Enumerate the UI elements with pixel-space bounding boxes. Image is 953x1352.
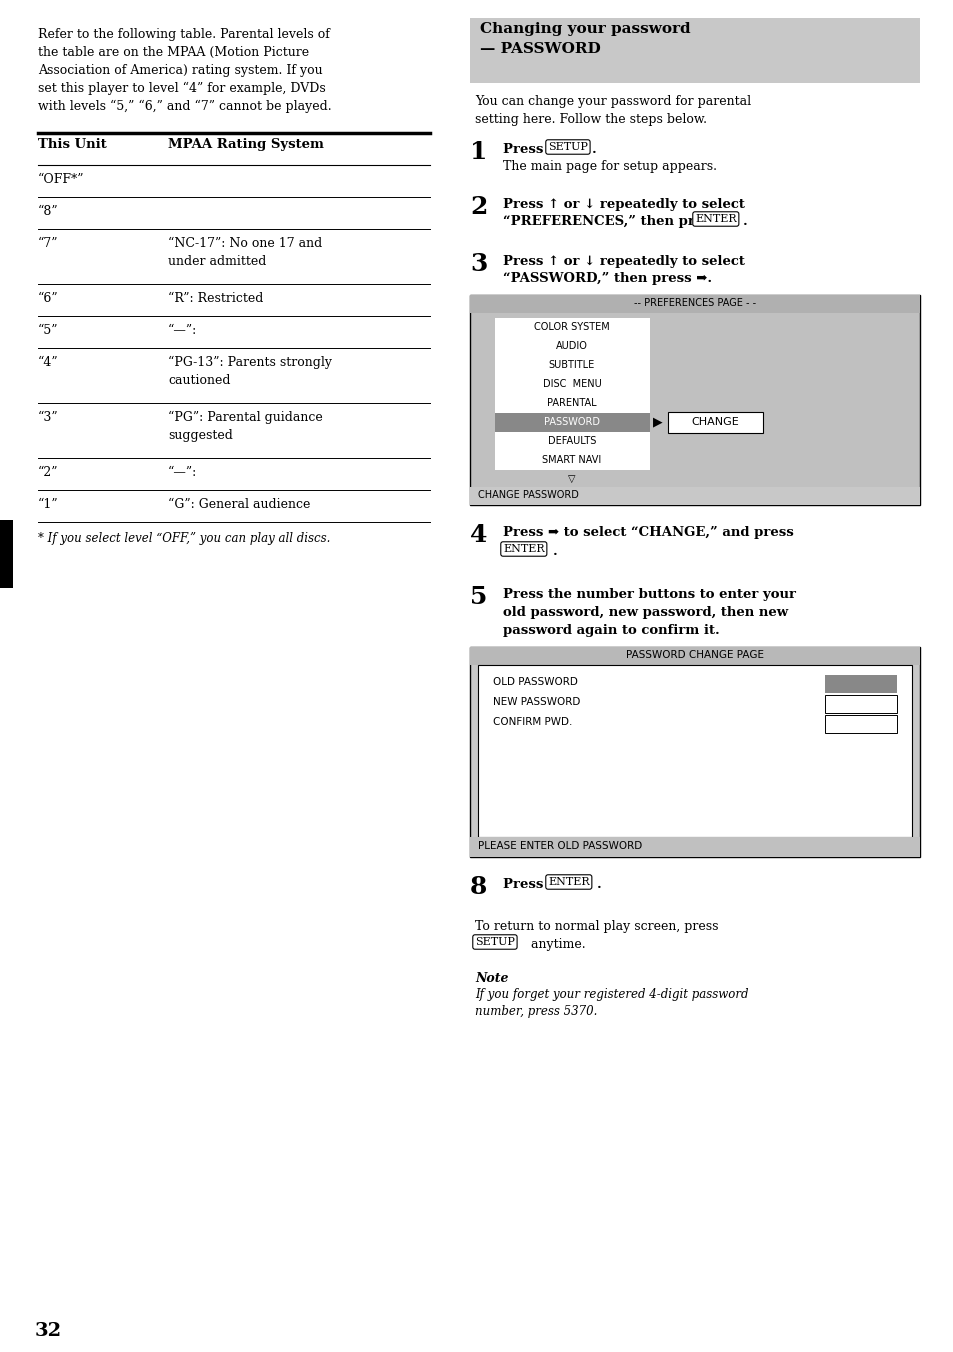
Text: Press: Press	[502, 143, 547, 155]
Text: .: .	[742, 215, 747, 228]
Text: Note: Note	[475, 972, 508, 986]
Text: DEFAULTS: DEFAULTS	[547, 435, 596, 446]
Text: Press ↑ or ↓ repeatedly to select: Press ↑ or ↓ repeatedly to select	[502, 256, 744, 268]
Text: 1: 1	[470, 141, 487, 164]
Text: “8”: “8”	[38, 206, 58, 218]
Text: COLOR SYSTEM: COLOR SYSTEM	[534, 322, 609, 333]
Bar	[495, 412, 649, 433]
Text: CONFIRM PWD.: CONFIRM PWD.	[493, 717, 572, 727]
Text: You can change your password for parental: You can change your password for parenta…	[475, 95, 750, 108]
Text: SETUP: SETUP	[547, 142, 587, 151]
Text: the table are on the MPAA (Motion Picture: the table are on the MPAA (Motion Pictur…	[38, 46, 309, 59]
Text: .: .	[597, 877, 601, 891]
Text: DISC  MENU: DISC MENU	[542, 379, 600, 389]
Bar	[470, 648, 919, 665]
Text: -- PREFERENCES PAGE - -: -- PREFERENCES PAGE - -	[634, 297, 756, 308]
Text: “PREFERENCES,” then press: “PREFERENCES,” then press	[502, 215, 722, 228]
Bar	[0, 521, 13, 588]
Text: PASSWORD: PASSWORD	[543, 416, 599, 427]
Text: — PASSWORD: — PASSWORD	[479, 42, 600, 55]
Text: OLD PASSWORD: OLD PASSWORD	[493, 677, 578, 687]
Bar	[824, 695, 896, 713]
Text: Press ➡ to select “CHANGE,” and press: Press ➡ to select “CHANGE,” and press	[502, 526, 793, 539]
Text: MPAA Rating System: MPAA Rating System	[168, 138, 323, 151]
Text: Refer to the following table. Parental levels of: Refer to the following table. Parental l…	[38, 28, 330, 41]
Text: CHANGE: CHANGE	[690, 416, 739, 427]
Bar	[824, 675, 896, 694]
Bar	[495, 318, 649, 470]
Text: “6”: “6”	[38, 292, 58, 306]
Text: PASSWORD CHANGE PAGE: PASSWORD CHANGE PAGE	[625, 650, 763, 660]
Text: “OFF*”: “OFF*”	[38, 173, 85, 187]
Text: under admitted: under admitted	[168, 256, 266, 268]
Text: Press ↑ or ↓ repeatedly to select: Press ↑ or ↓ repeatedly to select	[502, 197, 744, 211]
Bar	[470, 837, 919, 857]
Text: PARENTAL: PARENTAL	[547, 397, 597, 408]
Text: ENTER: ENTER	[547, 877, 589, 887]
Text: “PG”: Parental guidance: “PG”: Parental guidance	[168, 411, 322, 425]
Bar	[470, 18, 919, 82]
Text: “R”: Restricted: “R”: Restricted	[168, 292, 263, 306]
Text: set this player to level “4” for example, DVDs: set this player to level “4” for example…	[38, 82, 325, 95]
Text: anytime.: anytime.	[526, 938, 585, 950]
Text: number, press 5370.: number, press 5370.	[475, 1005, 597, 1018]
Text: This Unit: This Unit	[38, 138, 107, 151]
Text: * If you select level “OFF,” you can play all discs.: * If you select level “OFF,” you can pla…	[38, 531, 330, 545]
Bar	[470, 295, 919, 506]
Text: Association of America) rating system. If you: Association of America) rating system. I…	[38, 64, 322, 77]
Text: .: .	[553, 545, 558, 558]
Text: setting here. Follow the steps below.: setting here. Follow the steps below.	[475, 114, 706, 126]
Text: cautioned: cautioned	[168, 375, 231, 387]
Text: “—”:: “—”:	[168, 466, 197, 479]
Text: “NC-17”: No one 17 and: “NC-17”: No one 17 and	[168, 237, 322, 250]
Text: old password, new password, then new: old password, new password, then new	[502, 606, 787, 619]
Text: The main page for setup appears.: The main page for setup appears.	[502, 160, 717, 173]
Text: Press: Press	[502, 877, 547, 891]
Bar	[824, 715, 896, 733]
Text: PLEASE ENTER OLD PASSWORD: PLEASE ENTER OLD PASSWORD	[477, 841, 641, 850]
Text: If you forget your registered 4-digit password: If you forget your registered 4-digit pa…	[475, 988, 748, 1000]
Text: suggested: suggested	[168, 429, 233, 442]
Text: ENTER: ENTER	[502, 544, 544, 554]
Bar	[477, 665, 911, 837]
Text: SMART NAVI: SMART NAVI	[542, 456, 601, 465]
Text: “PG-13”: Parents strongly: “PG-13”: Parents strongly	[168, 356, 332, 369]
Text: CHANGE PASSWORD: CHANGE PASSWORD	[477, 489, 578, 500]
Text: “—”:: “—”:	[168, 324, 197, 337]
Text: “7”: “7”	[38, 237, 58, 250]
Text: “4”: “4”	[38, 356, 58, 369]
Text: “G”: General audience: “G”: General audience	[168, 498, 310, 511]
Text: password again to confirm it.: password again to confirm it.	[502, 625, 719, 637]
Text: ENTER: ENTER	[695, 214, 736, 224]
Bar	[667, 412, 762, 433]
Text: “5”: “5”	[38, 324, 58, 337]
Text: 4: 4	[470, 523, 487, 548]
Text: Press the number buttons to enter your: Press the number buttons to enter your	[502, 588, 795, 602]
Bar	[470, 295, 919, 314]
Text: 32: 32	[35, 1322, 62, 1340]
Text: “2”: “2”	[38, 466, 58, 479]
Text: NEW PASSWORD: NEW PASSWORD	[493, 698, 579, 707]
Text: ▶: ▶	[652, 415, 662, 429]
Text: 2: 2	[470, 195, 487, 219]
Text: “PASSWORD,” then press ➡.: “PASSWORD,” then press ➡.	[502, 272, 711, 285]
Text: ▽: ▽	[568, 475, 576, 484]
Text: 3: 3	[470, 251, 487, 276]
Text: To return to normal play screen, press: To return to normal play screen, press	[475, 919, 718, 933]
Text: 8: 8	[470, 875, 487, 899]
Text: with levels “5,” “6,” and “7” cannot be played.: with levels “5,” “6,” and “7” cannot be …	[38, 100, 332, 114]
Text: AUDIO: AUDIO	[556, 341, 587, 352]
Text: Changing your password: Changing your password	[479, 22, 690, 37]
Text: SUBTITLE: SUBTITLE	[548, 360, 595, 370]
Bar	[470, 487, 919, 506]
Text: 5: 5	[470, 585, 487, 608]
Text: “3”: “3”	[38, 411, 58, 425]
Text: .: .	[592, 143, 597, 155]
Text: “1”: “1”	[38, 498, 58, 511]
Bar	[470, 648, 919, 857]
Text: SETUP: SETUP	[475, 937, 515, 946]
